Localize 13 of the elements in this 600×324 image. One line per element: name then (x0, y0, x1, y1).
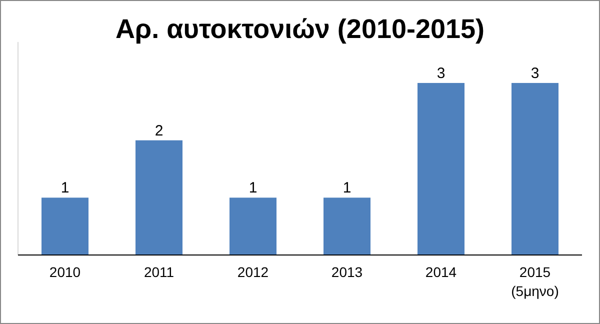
x-tick-label: 2013 (331, 264, 363, 280)
data-label: 3 (530, 64, 540, 82)
chart-title: Αρ. αυτοκτονιών (2010-2015) (115, 14, 485, 44)
data-label: 3 (436, 64, 446, 82)
x-tick-label: 2011 (144, 264, 174, 280)
data-label: 2 (154, 122, 164, 140)
x-tick-label: 2010 (49, 264, 81, 280)
x-tick-label: 2012 (237, 264, 269, 280)
data-label: 1 (60, 180, 70, 197)
data-label: 1 (248, 180, 258, 197)
x-tick-label: 2015 (5μηνο) (511, 264, 559, 299)
x-tick-label: 2014 (425, 264, 457, 280)
data-label: 1 (342, 180, 352, 197)
